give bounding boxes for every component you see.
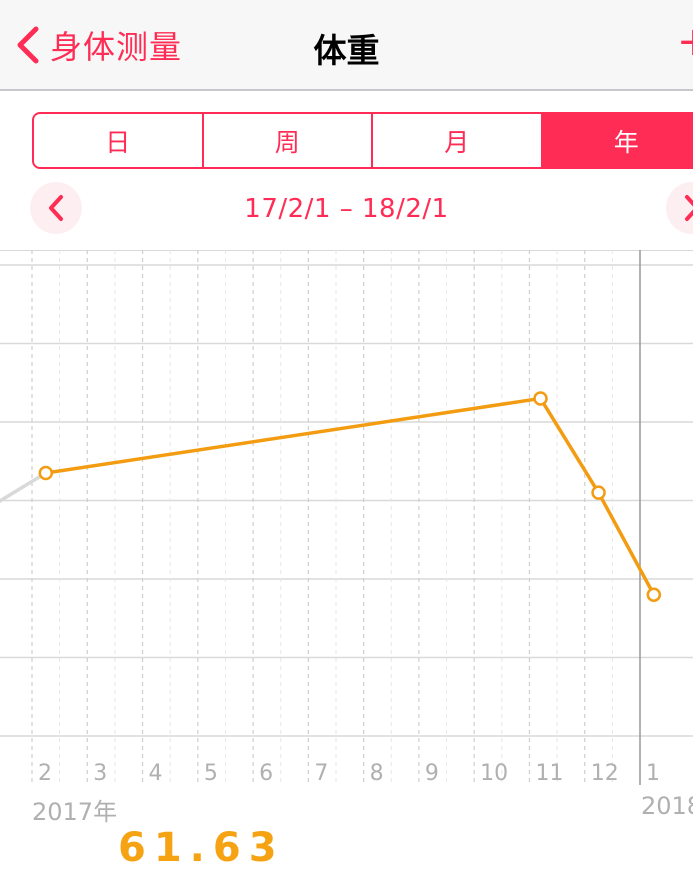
x-tick-label: 7 xyxy=(314,761,328,786)
x-tick-label: 12 xyxy=(591,761,619,786)
segment-week[interactable]: 周 xyxy=(204,114,374,167)
period-segmented-control: 日 周 月 年 xyxy=(32,112,693,169)
x-tick-label: 2 xyxy=(38,761,52,786)
x-tick-label: 11 xyxy=(535,761,563,786)
year-label-start: 2017年 xyxy=(32,792,117,827)
x-tick-label: 9 xyxy=(425,761,439,786)
x-tick-label: 6 xyxy=(259,761,273,786)
data-point[interactable] xyxy=(40,467,52,479)
data-point[interactable] xyxy=(535,392,547,404)
year-label-end: 2018 xyxy=(641,792,693,820)
segment-month[interactable]: 月 xyxy=(373,114,543,167)
segment-day[interactable]: 日 xyxy=(34,114,204,167)
segment-year[interactable]: 年 xyxy=(543,114,693,167)
weight-series-line xyxy=(46,398,654,594)
chevron-right-icon xyxy=(681,193,693,223)
x-tick-label: 3 xyxy=(93,761,107,786)
data-point[interactable] xyxy=(648,589,660,601)
x-tick-label: 1 xyxy=(646,761,660,786)
date-range-bar: 17/2/1 – 18/2/1 xyxy=(0,182,693,238)
next-range-button[interactable] xyxy=(666,182,693,234)
latest-value-peek: 61.63 xyxy=(118,828,285,868)
page-title: 体重 xyxy=(0,24,693,72)
data-point[interactable] xyxy=(593,487,605,499)
weight-chart[interactable]: 2 3 4 5 6 7 8 9 10 11 12 1 2017年 2018 xyxy=(0,250,693,841)
x-tick-label: 4 xyxy=(149,761,163,786)
add-button[interactable]: + xyxy=(677,20,693,64)
x-tick-label: 10 xyxy=(480,761,508,786)
x-tick-label: 8 xyxy=(370,761,384,786)
previous-period-line xyxy=(0,473,46,508)
navigation-bar: 身体测量 体重 + xyxy=(0,0,693,91)
chart-plot: 2 3 4 5 6 7 8 9 10 11 12 1 xyxy=(0,250,693,790)
date-range-label: 17/2/1 – 18/2/1 xyxy=(0,194,693,224)
x-tick-label: 5 xyxy=(204,761,218,786)
